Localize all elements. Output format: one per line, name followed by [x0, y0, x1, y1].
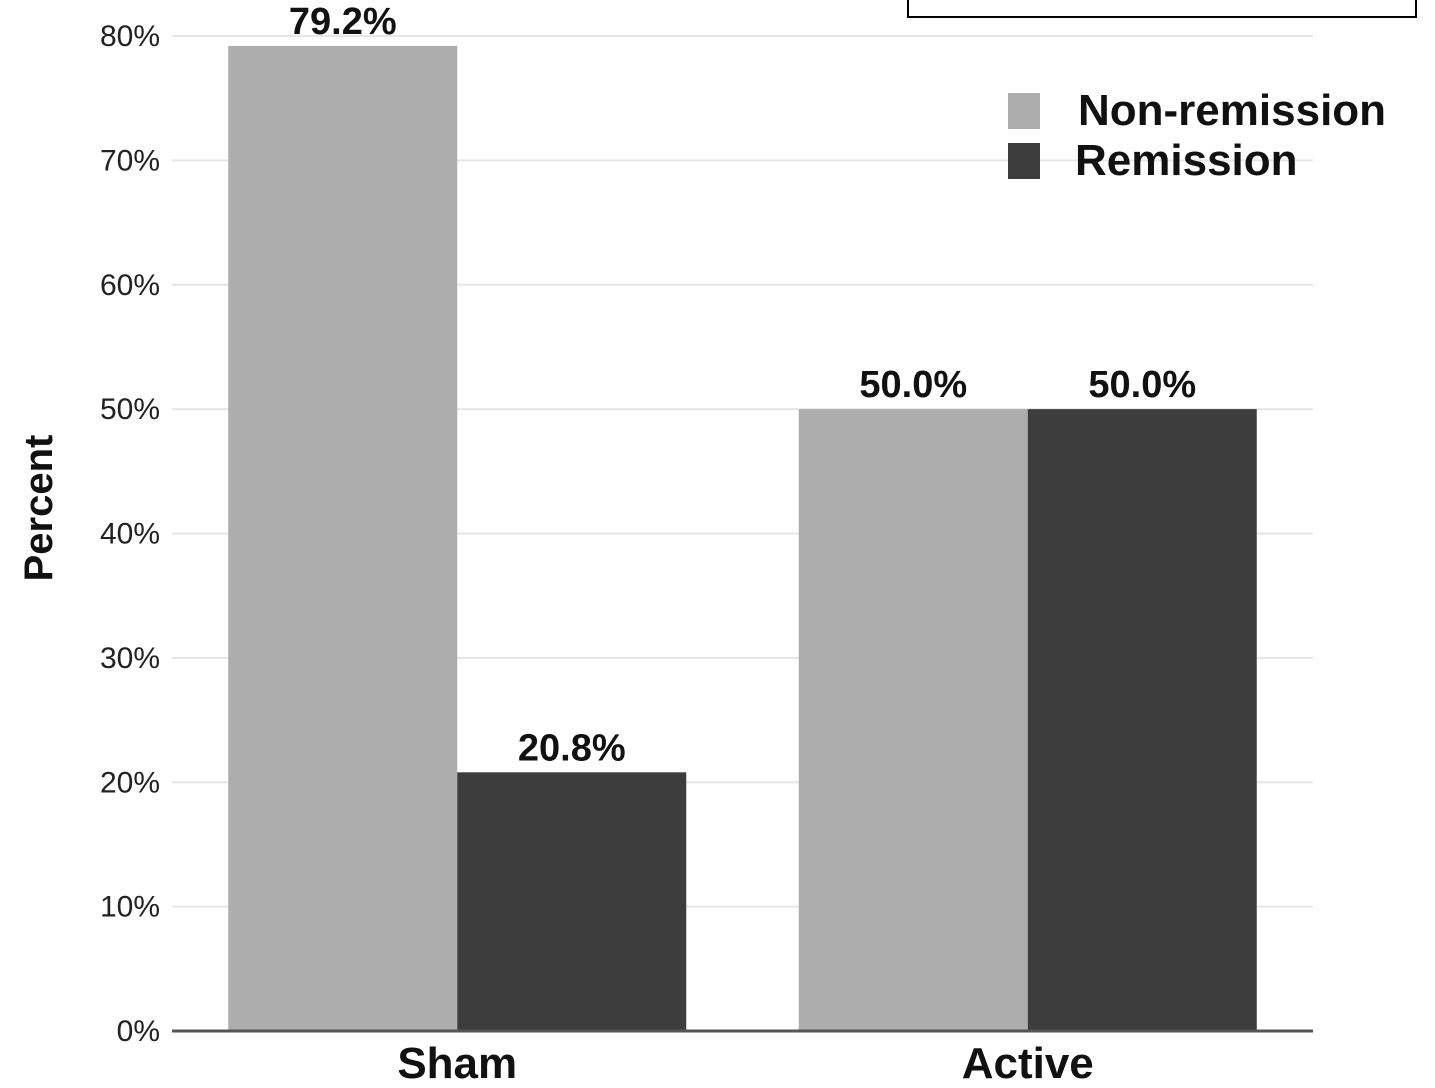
data-label: 20.8%: [518, 727, 626, 769]
bar-remission-sham: [457, 772, 687, 1031]
x-axis-categories: Sham Active: [397, 1039, 1093, 1088]
bar-non-remission-sham: [228, 45, 458, 1031]
data-label: 50.0%: [1088, 364, 1196, 406]
bars: [228, 45, 1257, 1031]
legend-label: Non-remission: [1078, 86, 1386, 135]
y-tick-label: 40%: [100, 518, 160, 551]
x-category-label: Active: [962, 1039, 1094, 1088]
legend-swatch-non-remission: [1008, 93, 1040, 129]
data-labels: 79.2% 20.8% 50.0% 50.0%: [289, 1, 1196, 769]
x-category-label: Sham: [397, 1039, 517, 1088]
bar-non-remission-active: [798, 409, 1028, 1031]
y-axis-ticks: 0% 10% 20% 30% 40% 50% 60% 70% 80%: [100, 20, 160, 1048]
y-tick-label: 50%: [100, 393, 160, 426]
y-tick-label: 80%: [100, 20, 160, 53]
y-tick-label: 0%: [117, 1015, 160, 1048]
legend-swatch-remission: [1008, 143, 1040, 179]
bar-remission-active: [1027, 409, 1257, 1031]
y-tick-label: 30%: [100, 642, 160, 675]
y-tick-label: 10%: [100, 891, 160, 924]
cropped-annotation-box: [907, 0, 1417, 18]
legend-label: Remission: [1075, 136, 1298, 185]
y-axis-label: Percent: [17, 435, 61, 582]
y-tick-label: 70%: [100, 144, 160, 177]
y-tick-label: 60%: [100, 269, 160, 302]
y-tick-label: 20%: [100, 766, 160, 799]
data-label: 79.2%: [289, 1, 397, 43]
data-label: 50.0%: [859, 364, 967, 406]
